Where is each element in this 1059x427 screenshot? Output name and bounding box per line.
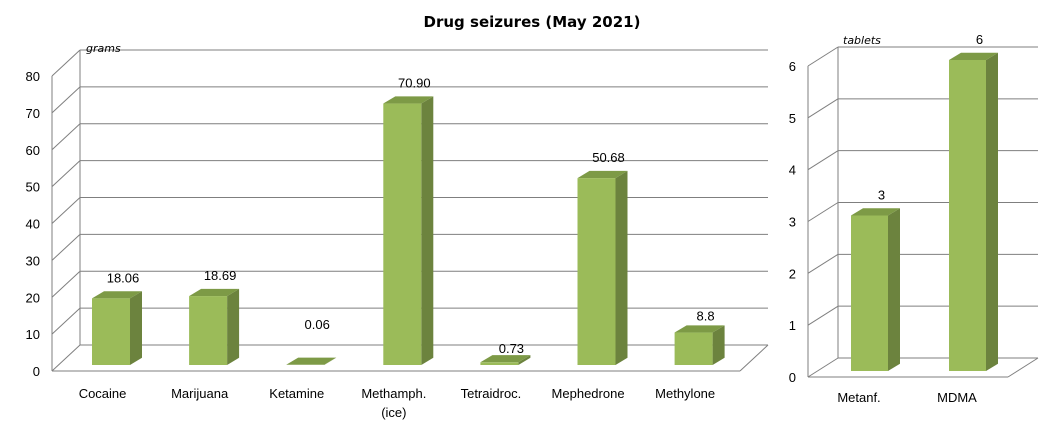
grams-ytick-label: 60 [26, 143, 40, 158]
grams-bar-front [92, 298, 130, 365]
grams-bar [577, 170, 628, 365]
grams-ytick-label: 70 [26, 106, 40, 121]
grams-bar [480, 355, 531, 365]
grams-bar-top [480, 355, 531, 363]
tablets-ytick-label: 1 [789, 318, 796, 333]
tablets-bar-top [949, 52, 998, 60]
tablets-data-label: 6 [976, 32, 983, 47]
tablets-wall-line [807, 253, 839, 274]
tablets-bar [851, 208, 900, 371]
grams-bar [286, 357, 337, 365]
tablets-floor-edge [1007, 357, 1039, 378]
grams-wall-line [51, 160, 81, 187]
grams-bar-top [286, 357, 337, 365]
grams-bar-front [383, 103, 422, 366]
grams-data-label: 0.06 [305, 317, 330, 332]
grams-ytick-label: 10 [26, 327, 40, 342]
grams-bar-side [712, 325, 725, 365]
tablets-bar-front [851, 215, 888, 371]
grams-data-label: 18.69 [204, 268, 237, 283]
grams-bar-side [227, 288, 240, 365]
grams-wall-line [51, 86, 81, 114]
grams-bar-front [577, 178, 616, 365]
tablets-ytick-label: 4 [789, 163, 796, 178]
grams-ytick-label: 0 [33, 364, 40, 379]
tablets-bar-front [949, 60, 986, 371]
grams-wall-line [51, 123, 81, 151]
grams-ytick-label: 40 [26, 217, 40, 232]
grams-ytick-label: 30 [26, 253, 40, 268]
tablets-category-label: Metanf. [837, 390, 880, 405]
grams-ytick-label: 50 [26, 180, 40, 195]
grams-wall-line [51, 49, 81, 77]
tablets-chart: 0 1 2 3 4 5 6 tablets 3 Metanf. 6 MDMA [789, 32, 1039, 405]
grams-wall-line [51, 270, 81, 298]
tablets-ytick-label: 0 [789, 370, 796, 385]
tablets-category-label: MDMA [937, 390, 977, 405]
grams-category-label: Tetraidroc. [461, 386, 522, 401]
grams-data-label: 18.06 [107, 270, 140, 285]
chart-title: Drug seizures (May 2021) [424, 13, 641, 31]
tablets-wall-line [807, 202, 839, 222]
grams-category-label: Mephedrone [552, 386, 625, 401]
grams-wall-line [51, 197, 81, 224]
grams-ytick-label: 20 [26, 290, 40, 305]
grams-category-label: (ice) [381, 405, 406, 420]
grams-data-label: 0.73 [499, 341, 524, 356]
grams-bar-front [189, 296, 228, 365]
grams-bar-side [324, 357, 337, 365]
grams-data-label: 50.68 [592, 150, 625, 165]
grams-ytick-label: 80 [26, 69, 40, 84]
tablets-wall-line [807, 98, 839, 119]
grams-bar-side [615, 170, 628, 365]
grams-wall-line [51, 234, 81, 261]
tablets-wall-line [807, 46, 839, 67]
grams-bar-front [480, 362, 519, 365]
grams-wall-line [51, 307, 81, 335]
tablets-bar-top [851, 208, 900, 216]
tablets-data-label: 3 [878, 188, 885, 203]
tablets-ytick-label: 5 [789, 111, 796, 126]
tablets-wall-line [807, 305, 839, 326]
grams-category-label: Methylone [655, 386, 715, 401]
grams-chart: 0 10 20 30 40 50 60 70 80 grams 18.06 Cocaine 18.6… [26, 42, 769, 420]
grams-data-label: 8.8 [697, 309, 715, 324]
grams-bar-top [383, 96, 434, 104]
grams-category-label: Methamph. [361, 386, 426, 401]
grams-bar-top [577, 170, 628, 179]
tablets-axes: 0 1 2 3 4 5 6 [789, 46, 1039, 385]
grams-category-label: Ketamine [269, 386, 324, 401]
tablets-bar-side [986, 52, 998, 372]
grams-bar-front [674, 332, 713, 365]
tablets-unit-label: tablets [843, 34, 881, 47]
tablets-ytick-label: 6 [789, 59, 796, 74]
tablets-bar [949, 52, 998, 372]
grams-data-label: 70.90 [398, 76, 431, 91]
grams-bar-side [421, 96, 434, 365]
grams-bar [383, 96, 434, 366]
grams-bar-top [674, 325, 725, 333]
grams-bar-top [92, 291, 142, 299]
grams-unit-label: grams [86, 42, 121, 55]
grams-category-label: Marijuana [171, 386, 229, 401]
grams-bar [674, 325, 725, 365]
grams-bar [92, 291, 142, 365]
tablets-bar-side [888, 208, 900, 371]
grams-bar-side [130, 291, 142, 365]
tablets-wall-line [807, 357, 839, 378]
tablets-ytick-label: 3 [789, 215, 796, 230]
grams-wall-line [51, 344, 81, 372]
grams-floor-edge [739, 344, 769, 372]
grams-bar-top [189, 288, 240, 297]
tablets-ytick-label: 2 [789, 266, 796, 281]
tablets-wall-line [807, 150, 839, 171]
grams-bar-side [518, 355, 531, 365]
grams-bar [189, 288, 240, 365]
grams-category-label: Cocaine [79, 386, 127, 401]
